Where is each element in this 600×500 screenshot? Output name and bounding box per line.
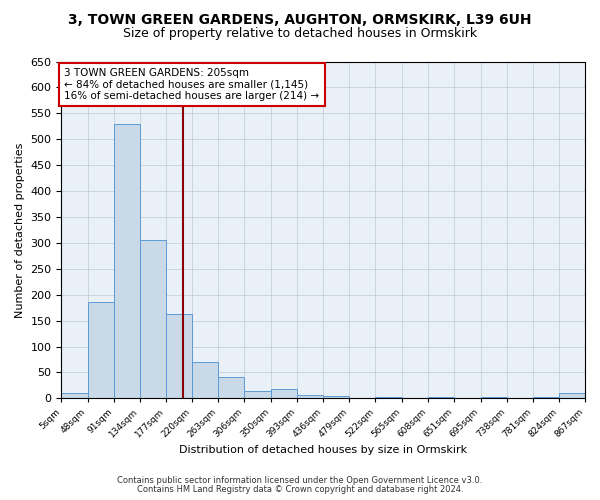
Text: 3, TOWN GREEN GARDENS, AUGHTON, ORMSKIRK, L39 6UH: 3, TOWN GREEN GARDENS, AUGHTON, ORMSKIRK… [68, 12, 532, 26]
Bar [61, 393, 88, 398]
Bar [376, 397, 401, 398]
Bar [113, 124, 140, 398]
Text: 3 TOWN GREEN GARDENS: 205sqm
← 84% of detached houses are smaller (1,145)
16% of: 3 TOWN GREEN GARDENS: 205sqm ← 84% of de… [64, 68, 320, 101]
Bar [559, 393, 585, 398]
Text: Contains HM Land Registry data © Crown copyright and database right 2024.: Contains HM Land Registry data © Crown c… [137, 485, 463, 494]
X-axis label: Distribution of detached houses by size in Ormskirk: Distribution of detached houses by size … [179, 445, 467, 455]
Text: Contains public sector information licensed under the Open Government Licence v3: Contains public sector information licen… [118, 476, 482, 485]
Bar [218, 376, 244, 398]
Y-axis label: Number of detached properties: Number of detached properties [15, 142, 25, 318]
Bar [140, 240, 166, 398]
Bar [88, 302, 113, 398]
Bar [297, 394, 323, 398]
Text: Size of property relative to detached houses in Ormskirk: Size of property relative to detached ho… [123, 28, 477, 40]
Bar [166, 314, 192, 398]
Bar [323, 396, 349, 398]
Bar [192, 362, 218, 399]
Bar [271, 389, 297, 398]
Bar [244, 390, 271, 398]
